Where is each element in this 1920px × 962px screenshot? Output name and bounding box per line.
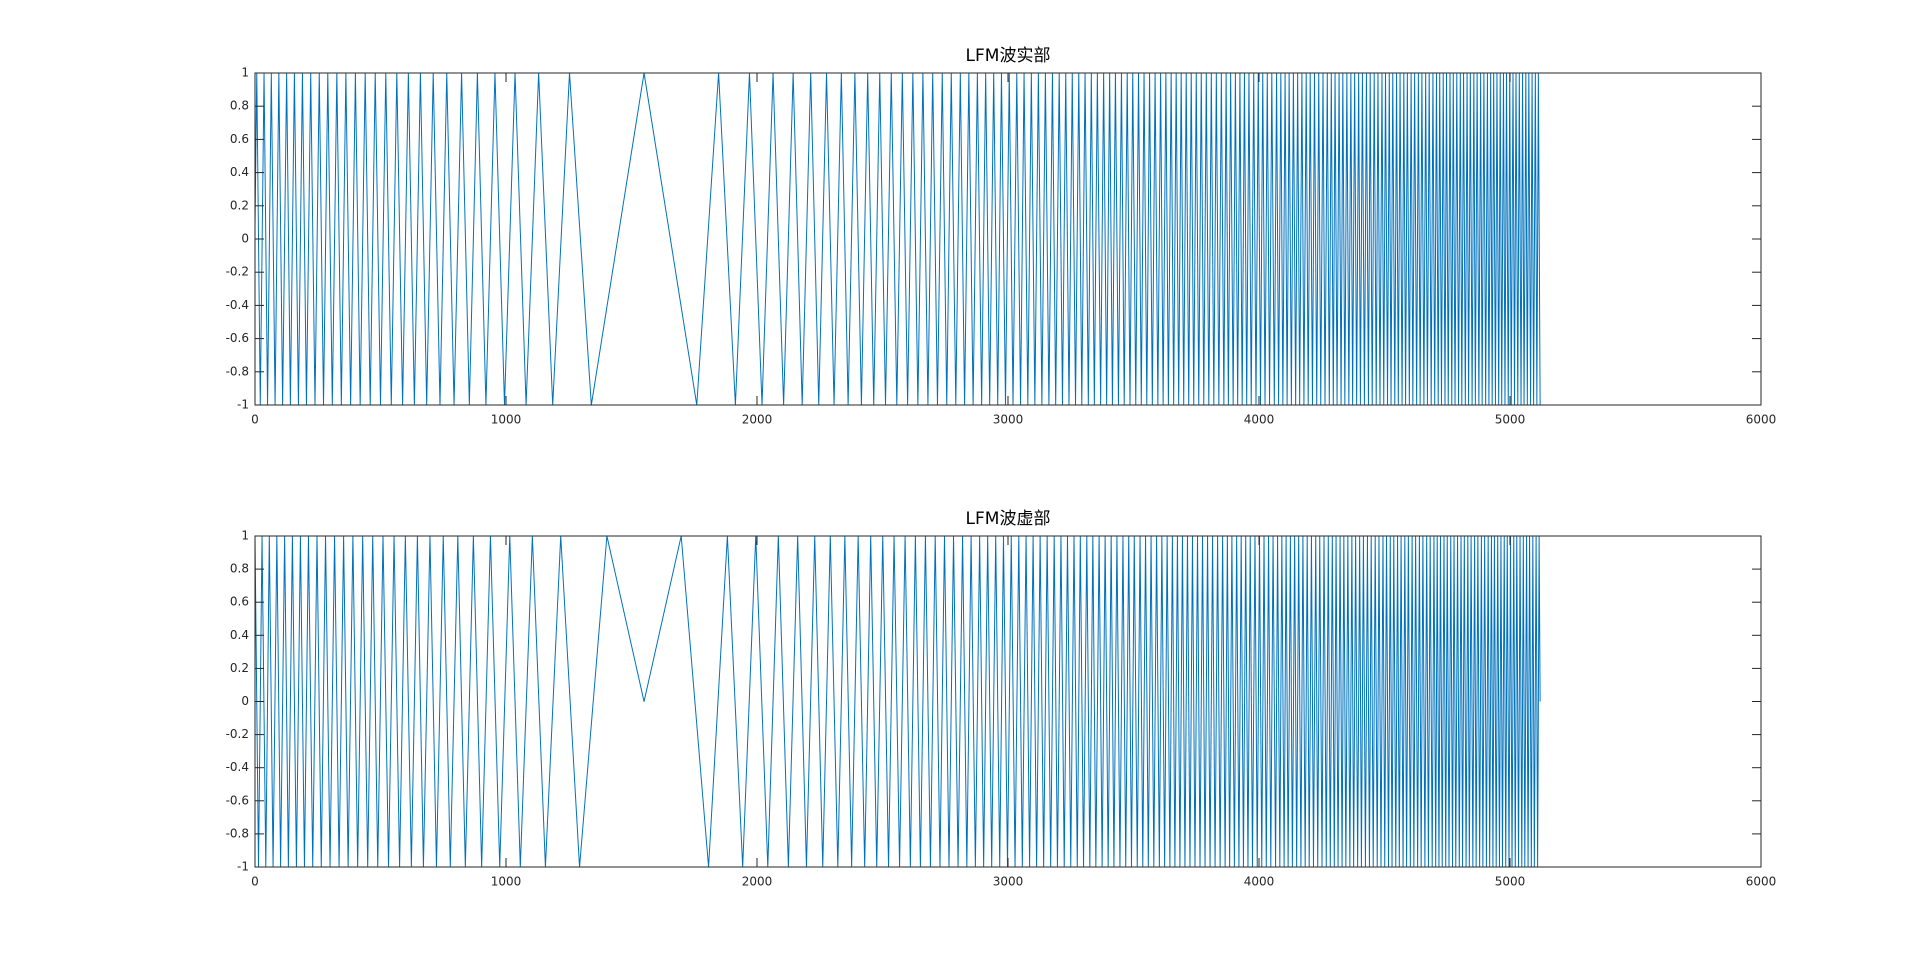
y-tick-label: 0.6: [230, 132, 249, 146]
subplot: -1 -0.8 -0.6 -0.4 -0.2 0 0.2 0.4 0.6 0.8 1 0 1000 200…: [226, 509, 1777, 889]
x-tick-label: 1000: [491, 875, 522, 889]
x-tick-label: 3000: [993, 413, 1024, 427]
y-tick-label: 0.2: [230, 198, 249, 212]
subplot: -1 -0.8 -0.6 -0.4 -0.2 0 0.2 0.4 0.6 0.8 1 0 1000 200…: [226, 46, 1777, 427]
y-tick-label: -0.8: [226, 364, 249, 378]
y-tick-label: 0.2: [230, 661, 249, 675]
y-tick-label: -0.4: [226, 298, 249, 312]
x-tick-label: 3000: [993, 875, 1024, 889]
chart-title: LFM波虚部: [966, 509, 1051, 529]
y-tick-label: 1: [241, 529, 249, 543]
y-tick-label: -0.6: [226, 793, 249, 807]
y-tick-label: -0.8: [226, 826, 249, 840]
x-tick-label: 5000: [1495, 413, 1526, 427]
x-tick-label: 6000: [1746, 413, 1777, 427]
y-tick-label: -0.2: [226, 265, 249, 279]
x-tick-label: 4000: [1244, 875, 1275, 889]
x-tick-label: 2000: [742, 875, 773, 889]
y-tick-label: 0: [241, 232, 249, 246]
chart-title: LFM波实部: [966, 46, 1051, 66]
x-tick-label: 2000: [742, 413, 773, 427]
y-tick-label: 0.4: [230, 628, 249, 642]
x-tick-label: 6000: [1746, 875, 1777, 889]
y-tick-label: -0.2: [226, 727, 249, 741]
y-tick-label: 1: [241, 66, 249, 80]
x-tick-label: 4000: [1244, 413, 1275, 427]
y-tick-label: -0.6: [226, 331, 249, 345]
y-tick-label: 0.6: [230, 595, 249, 609]
y-tick-label: -0.4: [226, 760, 249, 774]
y-tick-label: 0.8: [230, 562, 249, 576]
y-tick-label: 0.4: [230, 165, 249, 179]
x-tick-label: 5000: [1495, 875, 1526, 889]
series: [255, 535, 1541, 868]
x-tick-label: 0: [251, 875, 259, 889]
x-tick-label: 0: [251, 413, 259, 427]
x-tick-label: 1000: [491, 413, 522, 427]
y-tick-label: -1: [237, 860, 249, 874]
signal-line: [255, 535, 1541, 868]
y-tick-label: 0: [241, 694, 249, 708]
y-tick-label: 0.8: [230, 99, 249, 113]
y-tick-label: -1: [237, 398, 249, 412]
